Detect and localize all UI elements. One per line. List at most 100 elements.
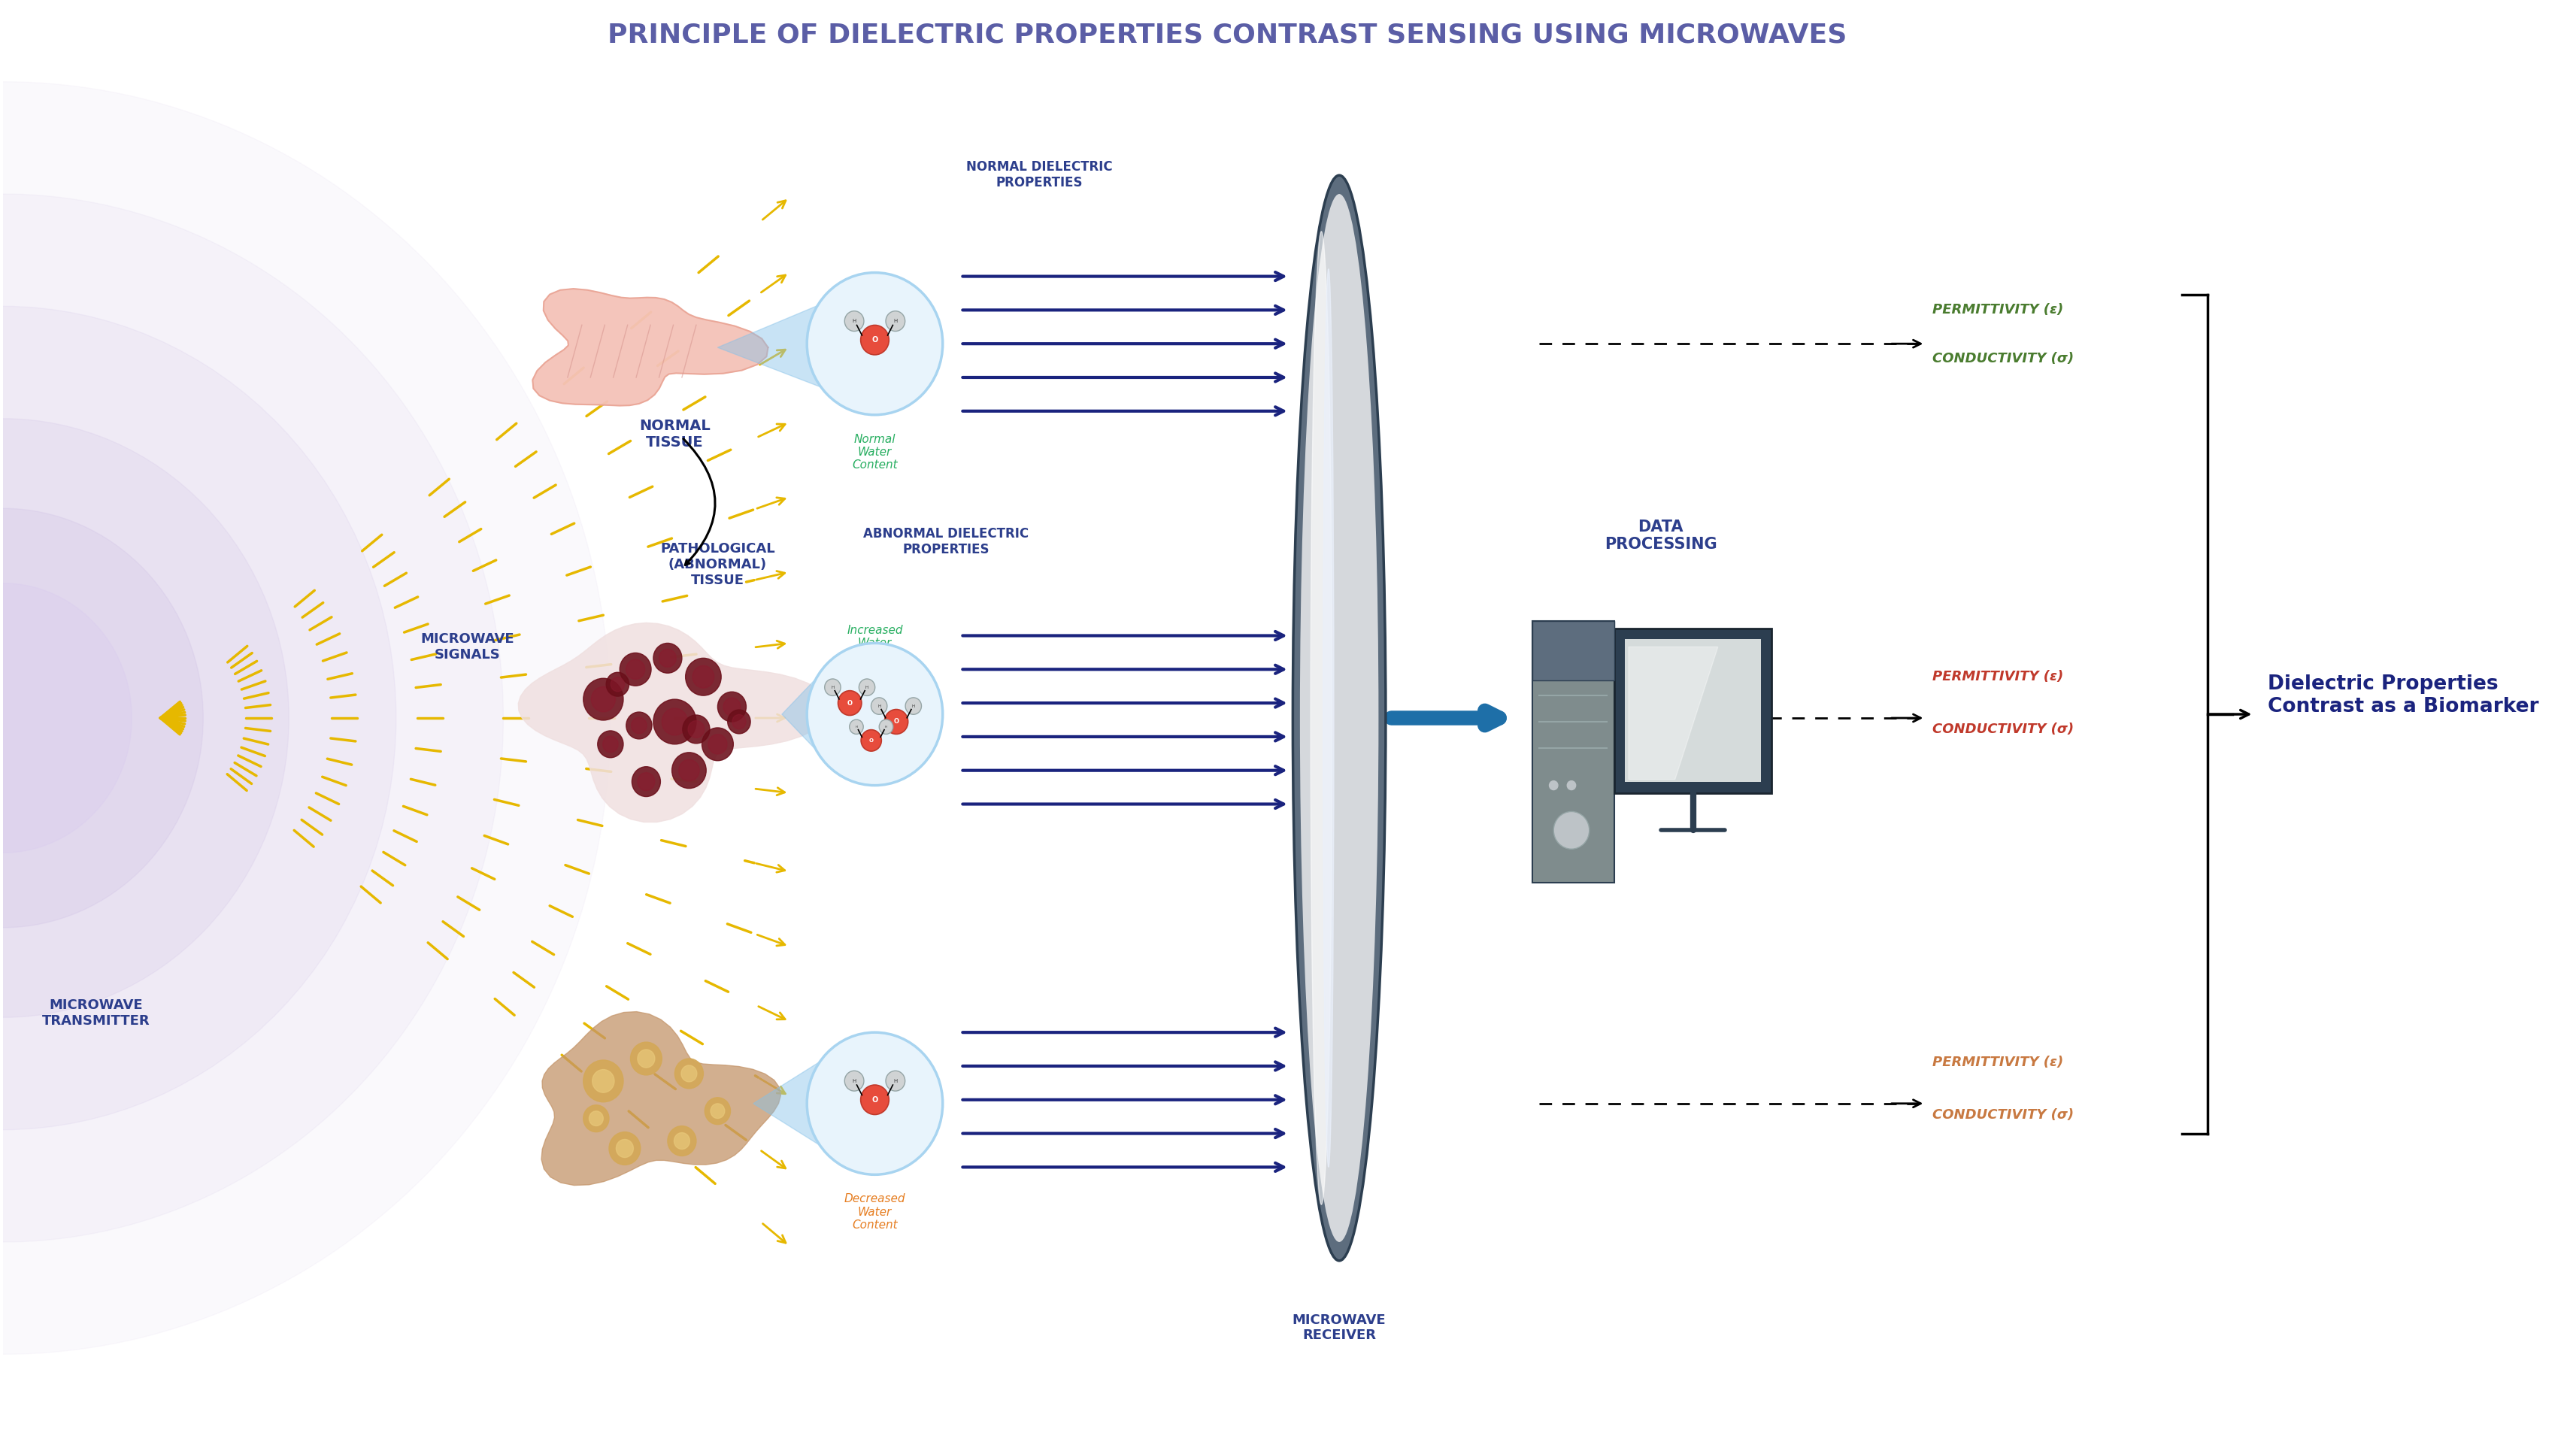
Circle shape	[616, 1139, 634, 1157]
Ellipse shape	[1311, 231, 1332, 1205]
Circle shape	[845, 1071, 863, 1091]
Text: H: H	[894, 1078, 896, 1083]
Circle shape	[582, 1104, 608, 1132]
Circle shape	[683, 715, 711, 744]
Circle shape	[850, 719, 863, 734]
Circle shape	[654, 643, 683, 673]
Circle shape	[1553, 811, 1589, 849]
Polygon shape	[533, 289, 768, 405]
FancyBboxPatch shape	[1625, 639, 1762, 781]
Text: MICROWAVE
SIGNALS: MICROWAVE SIGNALS	[420, 632, 515, 662]
Text: PERMITTIVITY (ε): PERMITTIVITY (ε)	[1932, 1055, 2063, 1068]
Circle shape	[719, 692, 747, 722]
Circle shape	[631, 718, 647, 734]
Text: H: H	[866, 685, 868, 689]
Circle shape	[886, 312, 904, 332]
Text: Increased
Water
Content: Increased Water Content	[848, 625, 902, 662]
Circle shape	[590, 1111, 603, 1126]
Circle shape	[858, 679, 876, 695]
Ellipse shape	[1324, 269, 1334, 1167]
Circle shape	[701, 728, 734, 761]
FancyBboxPatch shape	[1615, 628, 1772, 793]
Text: Dielectric Properties
Contrast as a Biomarker: Dielectric Properties Contrast as a Biom…	[2267, 675, 2540, 717]
Circle shape	[662, 708, 688, 735]
Circle shape	[675, 1058, 703, 1088]
Circle shape	[824, 679, 840, 695]
Text: O: O	[848, 699, 853, 707]
Circle shape	[806, 643, 943, 785]
Text: Normal
Water
Content: Normal Water Content	[853, 434, 896, 471]
Circle shape	[806, 273, 943, 415]
Text: H: H	[853, 1078, 855, 1083]
Circle shape	[677, 760, 698, 781]
Circle shape	[708, 734, 726, 754]
Circle shape	[631, 1043, 662, 1076]
Text: PRINCIPLE OF DIELECTRIC PROPERTIES CONTRAST SENSING USING MICROWAVES: PRINCIPLE OF DIELECTRIC PROPERTIES CONTR…	[608, 22, 1847, 47]
Circle shape	[672, 752, 706, 788]
Circle shape	[680, 1066, 698, 1081]
Circle shape	[639, 773, 654, 791]
Text: PATHOLOGICAL
(ABNORMAL)
TISSUE: PATHOLOGICAL (ABNORMAL) TISSUE	[659, 543, 775, 587]
Text: ABNORMAL DIELECTRIC
PROPERTIES: ABNORMAL DIELECTRIC PROPERTIES	[863, 527, 1028, 556]
Text: CONDUCTIVITY (σ): CONDUCTIVITY (σ)	[1932, 1109, 2074, 1122]
Circle shape	[667, 1126, 696, 1156]
Text: O: O	[894, 718, 899, 725]
FancyBboxPatch shape	[1533, 620, 1615, 883]
Polygon shape	[783, 669, 824, 760]
Circle shape	[886, 1071, 904, 1091]
Circle shape	[598, 731, 623, 758]
Ellipse shape	[1293, 175, 1386, 1261]
Circle shape	[837, 691, 860, 715]
Circle shape	[0, 583, 131, 853]
Circle shape	[685, 658, 721, 695]
Circle shape	[904, 698, 922, 715]
Text: PERMITTIVITY (ε): PERMITTIVITY (ε)	[1932, 303, 2063, 317]
Text: MICROWAVE
RECEIVER: MICROWAVE RECEIVER	[1293, 1313, 1386, 1343]
Circle shape	[0, 418, 289, 1018]
Text: NORMAL
TISSUE: NORMAL TISSUE	[639, 418, 711, 449]
Circle shape	[605, 672, 629, 696]
Circle shape	[631, 767, 659, 797]
Circle shape	[659, 649, 675, 668]
Circle shape	[706, 1097, 732, 1124]
Circle shape	[0, 82, 611, 1354]
Circle shape	[654, 699, 696, 744]
Circle shape	[621, 653, 652, 686]
FancyBboxPatch shape	[1533, 620, 1615, 681]
Circle shape	[592, 1070, 613, 1093]
Circle shape	[871, 698, 886, 715]
Text: H: H	[894, 319, 896, 323]
Circle shape	[636, 1050, 654, 1067]
Circle shape	[626, 712, 652, 740]
Circle shape	[878, 719, 894, 734]
Text: CONDUCTIVITY (σ): CONDUCTIVITY (σ)	[1932, 352, 2074, 365]
Circle shape	[1566, 781, 1577, 790]
Circle shape	[1548, 781, 1558, 790]
Text: H: H	[912, 704, 914, 708]
Circle shape	[0, 508, 204, 928]
Text: PERMITTIVITY (ε): PERMITTIVITY (ε)	[1932, 671, 2063, 684]
Circle shape	[626, 659, 644, 679]
Text: O: O	[871, 1096, 878, 1103]
Text: H: H	[832, 685, 835, 689]
Circle shape	[693, 666, 714, 688]
Circle shape	[0, 306, 397, 1130]
Polygon shape	[518, 623, 829, 823]
Circle shape	[608, 1132, 641, 1165]
Polygon shape	[719, 303, 824, 389]
Polygon shape	[541, 1012, 781, 1185]
Text: O: O	[868, 738, 873, 742]
Circle shape	[732, 715, 747, 729]
Circle shape	[726, 709, 750, 734]
Circle shape	[724, 698, 739, 715]
Text: MICROWAVE
TRANSMITTER: MICROWAVE TRANSMITTER	[41, 998, 149, 1028]
Circle shape	[582, 678, 623, 721]
Ellipse shape	[1301, 194, 1378, 1242]
Circle shape	[582, 1060, 623, 1101]
Text: H: H	[878, 704, 881, 708]
Circle shape	[806, 1032, 943, 1175]
Circle shape	[860, 325, 889, 355]
Text: Decreased
Water
Content: Decreased Water Content	[845, 1193, 904, 1231]
Polygon shape	[752, 1058, 824, 1149]
Circle shape	[884, 709, 907, 734]
